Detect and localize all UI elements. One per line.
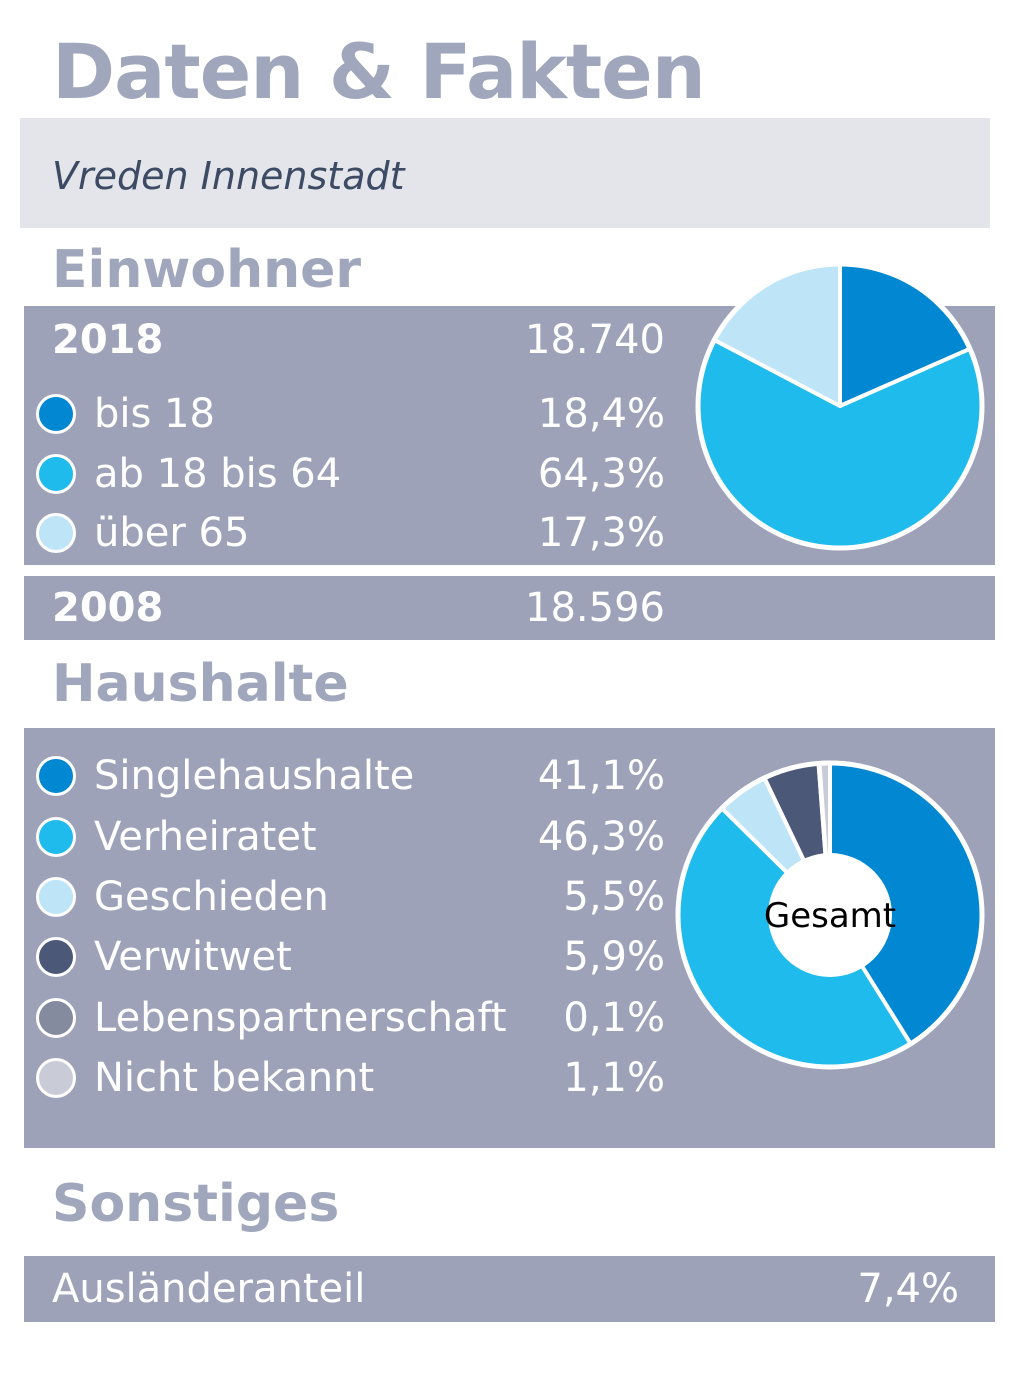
auslaenderanteil-label: Ausländeranteil (52, 1266, 366, 1312)
section-title-sonstiges: Sonstiges (52, 1174, 340, 1234)
subtitle-banner (20, 118, 990, 228)
einwohner-year-2008: 2008 (52, 585, 164, 631)
legend-dot-singlehaushalte (36, 756, 76, 796)
legend-dot-lebenspartnerschaft (36, 998, 76, 1038)
subtitle: Vreden Innenstadt (52, 154, 405, 198)
legend-value-nicht-bekannt: 1,1% (563, 1055, 665, 1101)
legend-label-bis-18: bis 18 (94, 391, 215, 437)
sonstiges-panel: Ausländeranteil 7,4% (24, 1256, 995, 1322)
legend-label-ab-18-bis-64: ab 18 bis 64 (94, 451, 342, 497)
haushalte-donut-outline (675, 760, 985, 1070)
donut-center-label: Gesamt (764, 896, 896, 936)
legend-dot-ab-18-bis-64 (36, 454, 76, 494)
section-title-einwohner: Einwohner (52, 240, 362, 300)
legend-value-geschieden: 5,5% (563, 874, 665, 920)
legend-value-singlehaushalte: 41,1% (537, 753, 665, 799)
legend-value-bis-18: 18,4% (537, 391, 665, 437)
einwohner-total-2018: 18.740 (525, 317, 665, 363)
einwohner-year-2018: 2018 (52, 317, 164, 363)
legend-label-ueber-65: über 65 (94, 510, 250, 556)
donut-center-hole (768, 853, 892, 977)
legend-value-verwitwet: 5,9% (563, 934, 665, 980)
legend-label-verheiratet: Verheiratet (94, 814, 317, 860)
legend-dot-geschieden (36, 877, 76, 917)
legend-dot-verwitwet (36, 937, 76, 977)
einwohner-total-2008: 18.596 (525, 585, 665, 631)
einwohner-pie-outline (695, 261, 985, 551)
page-title: Daten & Fakten (52, 27, 706, 116)
legend-label-nicht-bekannt: Nicht bekannt (94, 1055, 375, 1101)
einwohner-pie-chart (695, 261, 985, 551)
legend-label-lebenspartnerschaft: Lebenspartnerschaft (94, 995, 507, 1041)
legend-value-ab-18-bis-64: 64,3% (537, 451, 665, 497)
legend-dot-verheiratet (36, 817, 76, 857)
legend-label-singlehaushalte: Singlehaushalte (94, 753, 415, 799)
legend-label-geschieden: Geschieden (94, 874, 329, 920)
section-title-haushalte: Haushalte (52, 654, 349, 714)
legend-value-ueber-65: 17,3% (537, 510, 665, 556)
legend-value-verheiratet: 46,3% (537, 814, 665, 860)
legend-label-verwitwet: Verwitwet (94, 934, 292, 980)
auslaenderanteil-value: 7,4% (857, 1266, 959, 1312)
legend-value-lebenspartnerschaft: 0,1% (563, 995, 665, 1041)
einwohner-2008-panel: 2008 18.596 (24, 576, 995, 640)
haushalte-donut-chart: Gesamt (675, 760, 985, 1070)
legend-dot-bis-18 (36, 394, 76, 434)
legend-dot-ueber-65 (36, 513, 76, 553)
legend-dot-nicht-bekannt (36, 1058, 76, 1098)
